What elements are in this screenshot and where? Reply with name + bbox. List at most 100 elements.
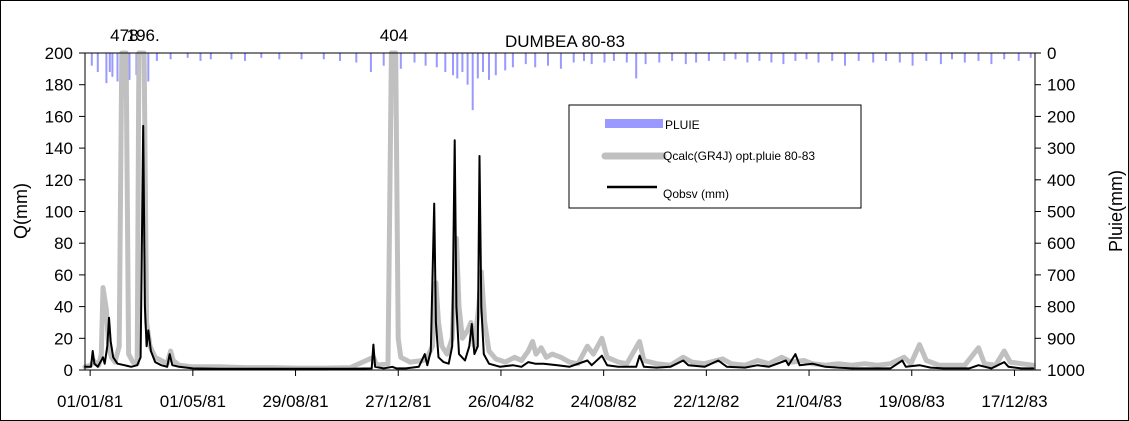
rain-bar-33 bbox=[444, 53, 447, 72]
rain-bar-39 bbox=[476, 53, 479, 79]
rain-bar-78 bbox=[925, 53, 928, 61]
rain-bar-59 bbox=[684, 53, 687, 65]
rain-bar-38 bbox=[471, 53, 474, 111]
peak-label-2: 404 bbox=[380, 26, 408, 45]
rain-bar-79 bbox=[939, 53, 942, 65]
chart-title: DUMBEA 80-83 bbox=[505, 32, 625, 51]
left-tick-label-9: 180 bbox=[45, 76, 73, 95]
rain-bar-67 bbox=[782, 53, 785, 65]
rain-bar-68 bbox=[794, 53, 797, 61]
rain-bar-55 bbox=[635, 53, 638, 79]
left-tick-label-4: 80 bbox=[54, 234, 73, 253]
right-tick-label-5: 500 bbox=[1047, 203, 1075, 222]
rain-bar-1 bbox=[96, 53, 99, 72]
x-tick-label-5: 24/08/82 bbox=[571, 392, 637, 411]
rain-bar-62 bbox=[723, 53, 726, 61]
right-tick-label-10: 1000 bbox=[1047, 361, 1085, 380]
rain-bar-75 bbox=[885, 53, 888, 61]
rain-bar-25 bbox=[355, 53, 358, 63]
legend: PLUIE Qcalc(GR4J) opt.pluie 80-83 Qobsv … bbox=[568, 104, 862, 209]
peak-label-0: 478 bbox=[110, 26, 138, 45]
rain-bar-42 bbox=[494, 53, 497, 76]
rain-bar-73 bbox=[857, 53, 860, 61]
left-axis-label: Q(mm) bbox=[11, 183, 31, 239]
left-tick-label-8: 160 bbox=[45, 107, 73, 126]
left-tick-label-1: 20 bbox=[54, 329, 73, 348]
qobs-line bbox=[84, 124, 1035, 370]
rain-bar-82 bbox=[977, 53, 980, 61]
plot-area bbox=[84, 52, 1036, 371]
rain-bar-52 bbox=[603, 53, 606, 63]
rain-bar-77 bbox=[911, 53, 914, 66]
rain-bar-47 bbox=[547, 53, 549, 66]
right-tick-label-2: 200 bbox=[1047, 107, 1075, 126]
rain-bar-70 bbox=[817, 53, 820, 63]
rain-bar-86 bbox=[1029, 53, 1032, 58]
rain-bar-23 bbox=[322, 53, 325, 60]
left-axis-ticks: 0 20 40 60 80 100 120 140 160 180 200 bbox=[45, 44, 85, 380]
rain-bar-4 bbox=[111, 53, 114, 77]
rain-bar-0 bbox=[90, 53, 93, 66]
rain-bar-12 bbox=[147, 53, 150, 82]
x-tick-label-3: 27/12/81 bbox=[365, 392, 431, 411]
rain-bar-30 bbox=[413, 53, 416, 63]
rain-bar-72 bbox=[844, 53, 846, 66]
rain-bar-51 bbox=[590, 53, 593, 65]
left-tick-label-5: 100 bbox=[45, 203, 73, 222]
right-tick-label-8: 800 bbox=[1047, 298, 1075, 317]
rain-bar-46 bbox=[534, 53, 537, 68]
rain-bar-63 bbox=[734, 53, 737, 60]
rain-bar-64 bbox=[746, 53, 749, 63]
rain-bar-74 bbox=[872, 53, 875, 63]
legend-label-qcalc: Qcalc(GR4J) opt.pluie 80-83 bbox=[663, 149, 815, 163]
rain-bar-17 bbox=[209, 53, 212, 60]
right-tick-label-6: 600 bbox=[1047, 234, 1075, 253]
rain-bar-2 bbox=[105, 53, 108, 84]
right-tick-label-4: 400 bbox=[1047, 171, 1075, 190]
rain-bar-85 bbox=[1017, 53, 1020, 61]
rain-bar-49 bbox=[572, 53, 575, 63]
rain-bar-41 bbox=[488, 53, 490, 80]
x-tick-label-1: 01/05/81 bbox=[160, 392, 226, 411]
rain-bar-80 bbox=[951, 53, 953, 60]
rain-bar-8 bbox=[128, 53, 131, 80]
legend-label-qobs: Qobsv (mm) bbox=[663, 187, 729, 201]
rain-bar-65 bbox=[758, 53, 761, 61]
rain-bar-57 bbox=[658, 53, 661, 63]
right-tick-label-9: 900 bbox=[1047, 329, 1075, 348]
right-axis-label: Pluie(mm) bbox=[1106, 170, 1126, 252]
rain-bar-43 bbox=[504, 53, 507, 71]
rain-bar-14 bbox=[169, 53, 172, 60]
peak-label-1: 196. bbox=[127, 26, 160, 45]
rain-bar-60 bbox=[695, 53, 698, 63]
rain-bar-71 bbox=[831, 53, 834, 61]
rain-bar-37 bbox=[466, 53, 469, 85]
right-tick-label-1: 100 bbox=[1047, 76, 1075, 95]
rain-bar-24 bbox=[339, 53, 341, 61]
x-tick-label-2: 29/08/81 bbox=[262, 392, 328, 411]
rain-bar-44 bbox=[511, 53, 514, 68]
x-axis-ticks: 01/01/81 01/05/81 29/08/81 27/12/81 26/04/82… bbox=[57, 370, 1048, 411]
rain-bar-15 bbox=[186, 53, 189, 58]
x-tick-label-4: 26/04/82 bbox=[468, 392, 534, 411]
rain-bar-35 bbox=[456, 53, 459, 79]
rain-bar-19 bbox=[244, 53, 246, 61]
rain-bar-34 bbox=[452, 53, 454, 76]
x-tick-label-8: 19/08/83 bbox=[879, 392, 945, 411]
x-tick-label-9: 17/12/83 bbox=[981, 392, 1047, 411]
rain-bar-61 bbox=[707, 53, 710, 61]
rain-bar-13 bbox=[155, 53, 158, 61]
rain-bar-58 bbox=[671, 53, 674, 61]
rain-bar-21 bbox=[278, 53, 281, 60]
right-tick-label-0: 0 bbox=[1047, 44, 1056, 63]
rain-bar-36 bbox=[461, 53, 464, 72]
rain-bar-5 bbox=[116, 53, 119, 82]
rain-bar-22 bbox=[300, 53, 303, 60]
rain-bar-26 bbox=[369, 53, 372, 72]
rain-bar-31 bbox=[424, 53, 427, 66]
x-tick-label-6: 22/12/82 bbox=[673, 392, 739, 411]
rain-bar-29 bbox=[399, 53, 402, 69]
rain-bar-76 bbox=[898, 53, 901, 63]
right-tick-label-3: 300 bbox=[1047, 139, 1075, 158]
